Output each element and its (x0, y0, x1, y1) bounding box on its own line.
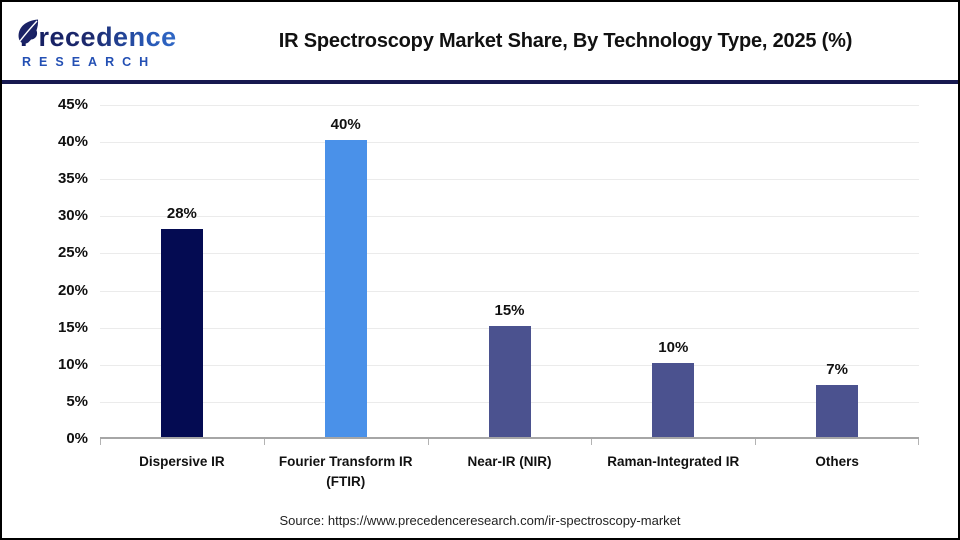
y-axis-label: 45% (57, 96, 88, 113)
title-area: IR Spectroscopy Market Share, By Technol… (207, 30, 958, 53)
axis-tick (755, 439, 757, 445)
bar-value-label: 15% (494, 301, 525, 319)
bar-value-label: 10% (658, 338, 689, 356)
gridline (100, 179, 919, 181)
bar-value-label: 28% (166, 205, 197, 223)
axis-tick (591, 439, 593, 445)
axis-tick (427, 439, 429, 445)
y-axis: 0% 5% 10% 15% 20% 25% 30% 35% 40% 45% (2, 96, 88, 447)
axis-tick (100, 439, 101, 445)
logo-subtitle: RESEARCH (22, 54, 157, 69)
plot-area: 28% 40% 15% 10% 7% (100, 105, 919, 445)
gridline (100, 253, 919, 255)
gridline (100, 142, 919, 144)
y-axis-label: 30% (57, 207, 88, 225)
bar-dispersive-ir (160, 229, 203, 437)
header-divider (2, 80, 958, 84)
header: Precedence RESEARCH IR Spectroscopy Mark… (2, 2, 958, 80)
y-axis-label: 35% (57, 170, 88, 188)
y-axis-label: 15% (57, 318, 88, 336)
x-axis-label: Fourier Transform IR (FTIR) (278, 454, 413, 489)
bar-near-ir-nir (488, 325, 531, 437)
axis-tick (918, 439, 919, 445)
y-axis-label: 40% (57, 133, 88, 151)
page-title: IR Spectroscopy Market Share, By Technol… (278, 29, 853, 52)
y-axis-label: 5% (66, 392, 88, 410)
bar-value-label: 40% (330, 116, 361, 134)
gridline (100, 216, 919, 218)
y-axis-label: 0% (66, 430, 88, 447)
bar-fourier-transform-ir-ftir (324, 140, 367, 437)
logo-wordmark: Precedence (20, 23, 207, 52)
y-axis-label: 25% (57, 244, 88, 262)
bar-value-label: 7% (826, 361, 848, 379)
bar-chart: 0% 5% 10% 15% 20% 25% 30% 35% 40% 45% 28% 40% 15% 10… (2, 84, 958, 538)
axis-tick (263, 439, 265, 445)
bar-raman-integrated-ir (652, 362, 695, 437)
y-axis-label: 10% (57, 355, 88, 373)
x-axis: Dispersive IR Fourier Transform IR (FTIR)… (100, 452, 919, 491)
gridline (100, 290, 919, 292)
bar-others (816, 385, 859, 437)
x-axis-label: Others (815, 454, 859, 469)
y-axis-label: 20% (57, 281, 88, 299)
x-axis-label: Dispersive IR (139, 454, 225, 469)
precedence-research-logo: Precedence RESEARCH (2, 13, 207, 69)
source-attribution: Source: https://www.precedenceresearch.c… (279, 513, 681, 528)
gridline (100, 105, 919, 106)
leaf-icon (18, 19, 39, 44)
x-axis-label: Near-IR (NIR) (467, 454, 552, 469)
x-axis-label: Raman-Integrated IR (607, 454, 740, 469)
